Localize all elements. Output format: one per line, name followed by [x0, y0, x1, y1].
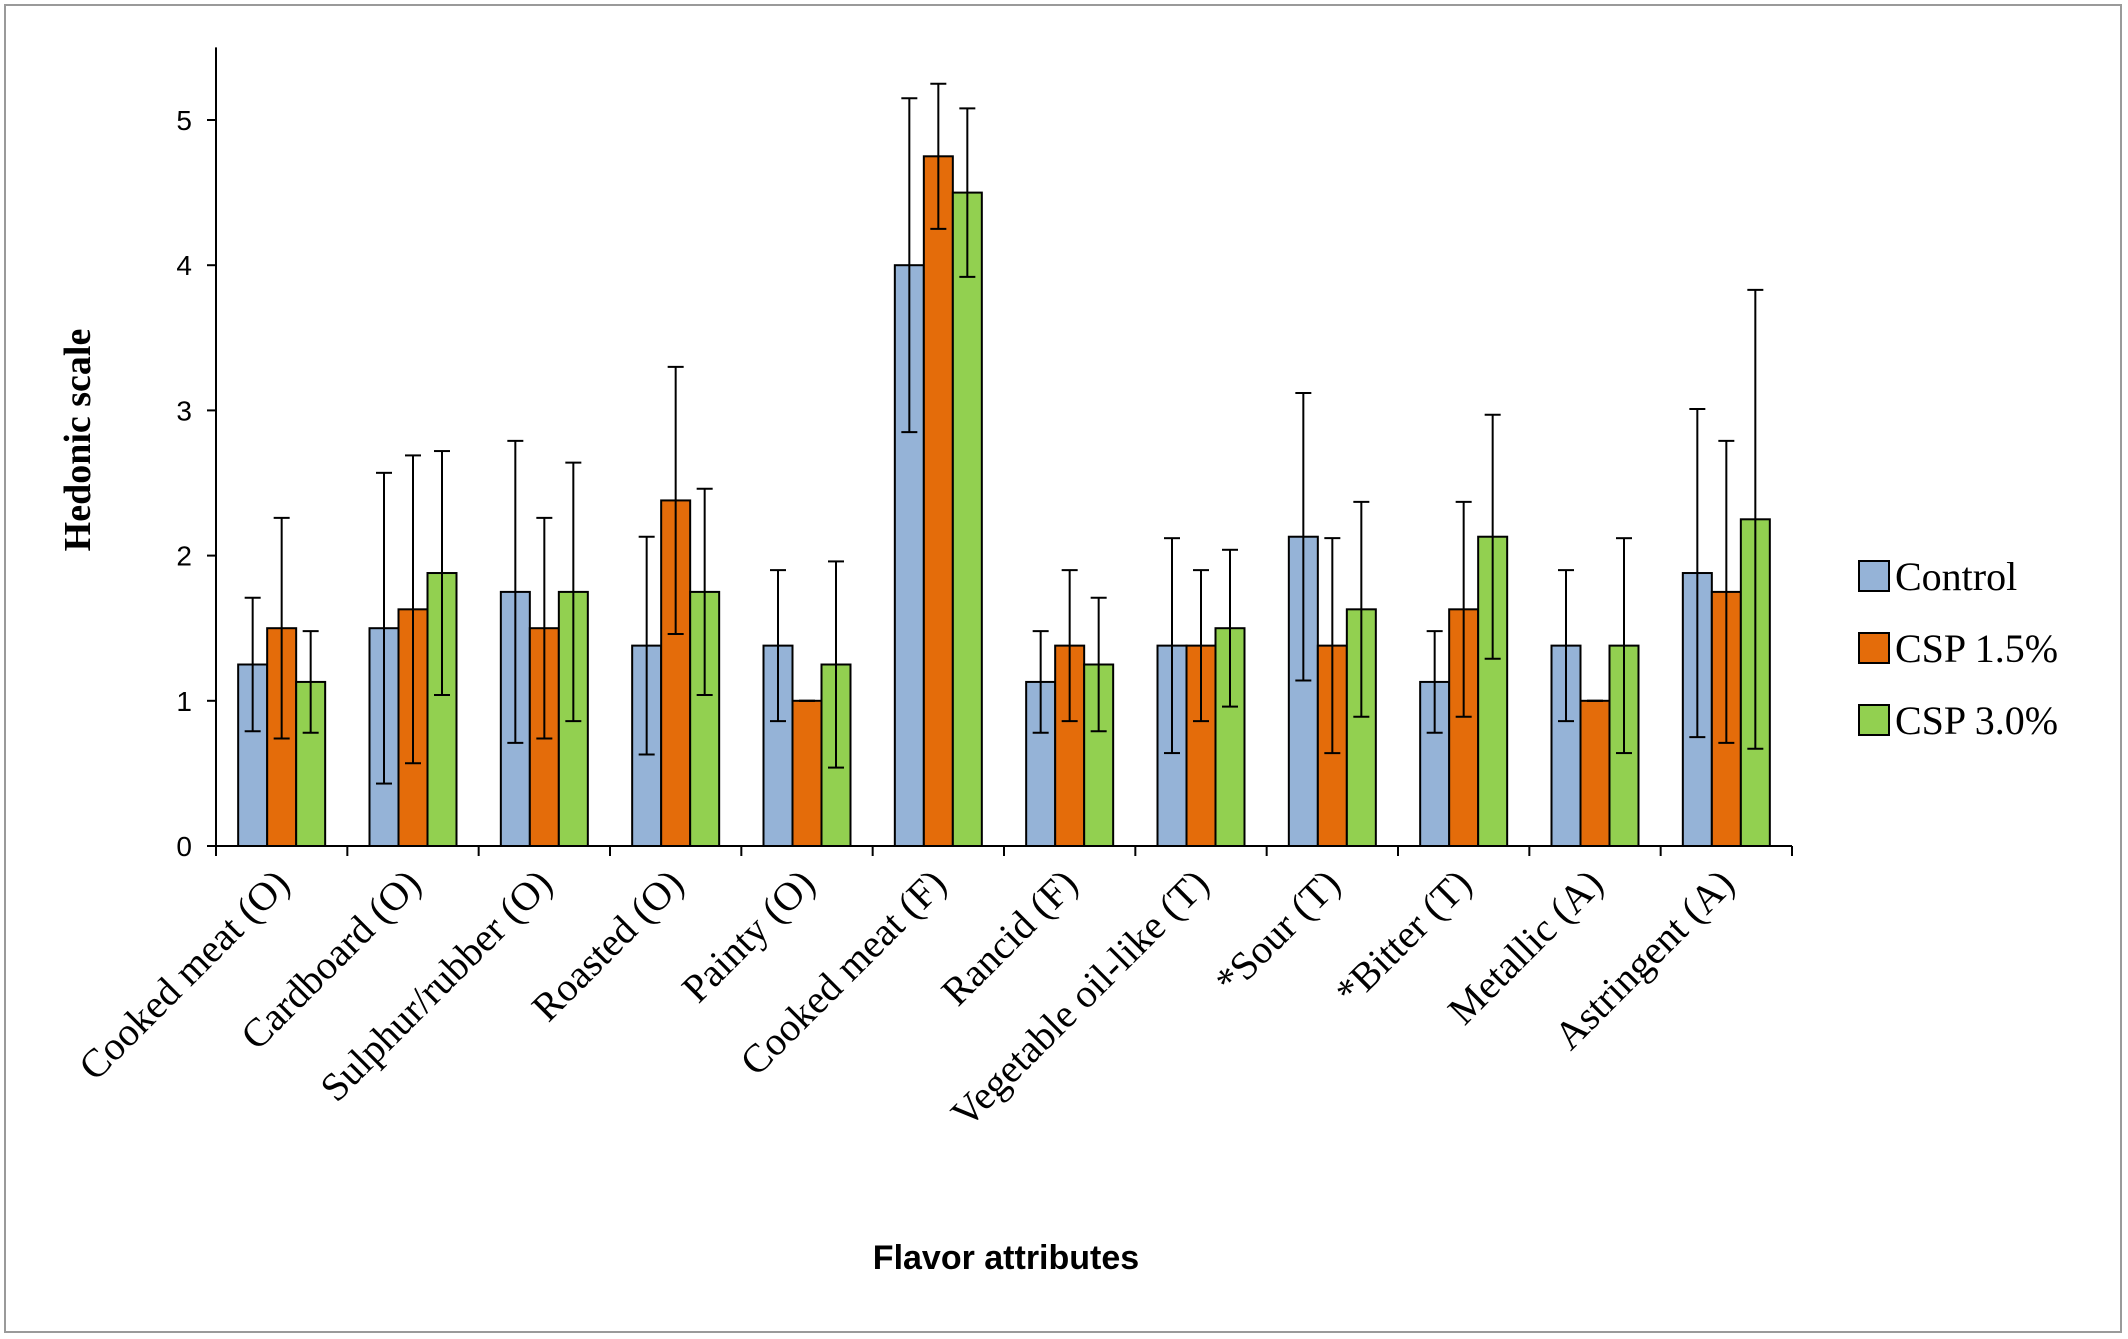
y-tick-label: 1: [176, 686, 192, 717]
error-bar-control-metallic-a: [1558, 569, 1574, 723]
chart-frame: 0 1 2 3 4 5 Cooked meat (O) Cardboard (O) Sulph…: [4, 4, 2122, 1333]
error-bar-csp-3-0-cooked-meat-o: [302, 630, 319, 734]
y-ticks: 0 1 2 3 4 5: [176, 105, 216, 862]
error-bar-control-sulphur-rubber-o: [507, 439, 524, 744]
error-bar-csp-1-5-cardboard-o: [405, 454, 421, 765]
error-bar-control-bitter-t: [1426, 630, 1443, 734]
bar-csp-1-5-painty-o: [791, 699, 823, 847]
error-bar-csp-1-5-sulphur-rubber-o: [536, 516, 553, 740]
error-bar-control-sour-t: [1295, 391, 1312, 682]
error-bar-csp-3-0-roasted-o: [696, 487, 713, 696]
error-bar-csp-1-5-cooked-meat-o: [273, 516, 290, 740]
error-bar-csp-1-5-astringent-a: [1718, 439, 1735, 744]
error-bar-control-rancid-f: [1032, 630, 1049, 734]
legend-swatch: [1858, 704, 1890, 736]
bar-csp-3-0-cooked-meat-f: [951, 191, 983, 848]
error-bar-csp-3-0-vegetable-oil-like-t: [1222, 548, 1238, 708]
error-bar-csp-3-0-cardboard-o: [434, 450, 450, 696]
error-bar-control-roasted-o: [638, 535, 655, 756]
error-bar-csp-1-5-cooked-meat-f: [930, 82, 947, 230]
error-bar-control-cooked-meat-o: [244, 596, 261, 733]
legend-item-csp-3-0: CSP 3.0%: [1858, 698, 2058, 743]
error-bar-csp-3-0-rancid-f: [1090, 596, 1107, 733]
error-bar-csp-3-0-bitter-t: [1484, 413, 1501, 660]
error-bar-control-vegetable-oil-like-t: [1164, 537, 1180, 755]
bar-csp-1-5-metallic-a: [1579, 699, 1611, 847]
bar-csp-1-5-cooked-meat-f: [922, 155, 954, 848]
category-labels: Cooked meat (O)Cardboard (O)Sulphur/rubb…: [70, 861, 1743, 1136]
error-bars-layer: [244, 82, 1764, 785]
x-tick-label: Vegetable oil-like (T): [942, 861, 1217, 1136]
legend-label: CSP 3.0%: [1895, 698, 2058, 743]
x-tick-label: Sulphur/rubber (O): [311, 861, 560, 1110]
legend-swatch: [1858, 632, 1890, 664]
error-bar-csp-1-5-vegetable-oil-like-t: [1193, 569, 1209, 723]
error-bar-csp-3-0-metallic-a: [1616, 537, 1632, 755]
error-bar-csp-1-5-rancid-f: [1061, 569, 1078, 723]
legend: Control CSP 1.5% CSP 3.0%: [1858, 554, 2058, 743]
error-bar-control-cardboard-o: [376, 471, 392, 785]
error-bar-control-cooked-meat-f: [901, 97, 918, 434]
y-tick-label: 3: [176, 395, 192, 426]
y-tick-label: 4: [176, 250, 192, 281]
x-axis-title: Flavor attributes: [873, 1239, 1139, 1277]
error-bar-csp-3-0-sour-t: [1353, 500, 1370, 718]
bars-layer: [237, 155, 1771, 848]
error-bar-csp-3-0-astringent-a: [1747, 288, 1764, 750]
legend-item-control: Control: [1858, 554, 2017, 599]
error-bar-csp-1-5-roasted-o: [667, 365, 684, 636]
error-bar-control-painty-o: [770, 569, 786, 723]
legend-swatch: [1858, 560, 1890, 592]
legend-item-csp-1-5: CSP 1.5%: [1858, 626, 2058, 671]
error-bar-csp-3-0-sulphur-rubber-o: [565, 461, 582, 723]
error-bar-csp-1-5-sour-t: [1324, 537, 1341, 755]
error-bar-csp-3-0-cooked-meat-f: [959, 107, 976, 278]
bar-chart: 0 1 2 3 4 5 Cooked meat (O)Cardboard (O)Sulph…: [57, 47, 2058, 1277]
legend-label: CSP 1.5%: [1895, 626, 2058, 671]
legend-label: Control: [1895, 554, 2017, 599]
bar-csp-1-5-rancid-f: [1054, 644, 1086, 848]
y-tick-label: 5: [176, 105, 192, 136]
error-bar-csp-1-5-bitter-t: [1455, 500, 1472, 718]
y-axis-title: Hedonic scale: [57, 329, 99, 552]
error-bar-control-astringent-a: [1689, 407, 1706, 739]
error-bar-csp-3-0-painty-o: [828, 560, 844, 769]
y-tick-label: 2: [176, 541, 192, 572]
x-ticks: [215, 846, 1793, 856]
y-tick-label: 0: [176, 831, 192, 862]
